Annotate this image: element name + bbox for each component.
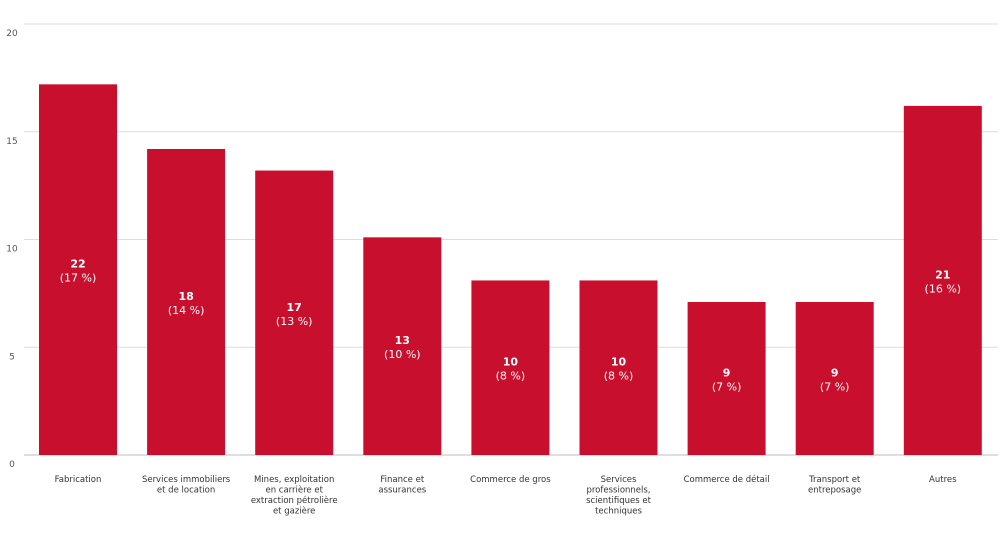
y-tick-label: 0 — [9, 460, 15, 470]
x-category-label: Services immobiliers et de location — [142, 475, 231, 496]
x-category-label: Mines, exploitation en carrière et extract… — [251, 475, 338, 517]
bar-value-label: 10 — [503, 356, 519, 369]
x-category-label: Commerce de gros — [470, 475, 551, 485]
bar-value-label: 18 — [178, 290, 193, 303]
bar-value-label: 17 — [287, 301, 302, 314]
bar-percent-label: (10 %) — [384, 348, 421, 361]
x-axis-categories: Fabrication Services immobiliers et de loc… — [55, 474, 957, 517]
bar-percent-label: (7 %) — [712, 380, 742, 393]
bar — [363, 237, 442, 455]
x-category-label: Services professionnels, scientifiques et t… — [586, 475, 652, 517]
x-category-label-line: Autres — [929, 475, 957, 485]
bar-percent-label: (17 %) — [60, 272, 97, 285]
x-category-label-line: en carrière et — [265, 485, 323, 496]
x-category-label-line: extraction pétrolière — [251, 495, 338, 506]
bars: 22(17 %)18(14 %) 17(13 %)13(10 %)10(8 %)1… — [39, 84, 982, 456]
bar — [255, 170, 334, 456]
x-category-label-line: Finance et — [380, 475, 424, 485]
bar-percent-label: (8 %) — [496, 370, 526, 383]
x-category-label-line: Services — [601, 475, 637, 485]
y-tick-label: 15 — [6, 137, 17, 147]
bar-percent-label: (13 %) — [276, 315, 313, 328]
bar-value-label: 9 — [831, 366, 839, 379]
y-tick-label: 5 — [9, 352, 15, 362]
bar — [147, 148, 226, 456]
y-axis-ticks: 0 5 10 15 20 — [6, 29, 18, 470]
x-category-label-line: Commerce de détail — [684, 474, 770, 485]
x-category-label: Transport et entreposage — [808, 475, 861, 496]
bar-percent-label: (8 %) — [604, 370, 634, 383]
x-category-label: Commerce de détail — [684, 474, 770, 485]
bar-value-label: 10 — [611, 356, 627, 369]
y-tick-label: 10 — [6, 245, 18, 255]
x-category-label-line: Mines, exploitation — [254, 475, 334, 485]
x-category-label: Autres — [929, 475, 957, 485]
bar — [795, 301, 874, 455]
bar-percent-label: (16 %) — [925, 282, 962, 295]
x-category-label-line: et gazière — [273, 506, 315, 517]
bar-percent-label: (14 %) — [168, 304, 205, 317]
x-category-label: Finance et assurances — [378, 475, 426, 496]
bar-value-label: 21 — [935, 268, 950, 281]
bar — [579, 280, 658, 455]
bar — [687, 301, 766, 455]
bar-percent-label: (7 %) — [820, 380, 850, 393]
x-category-label-line: et de location — [157, 486, 215, 496]
x-category-label-line: Services immobiliers — [142, 475, 231, 485]
x-category-label-line: techniques — [595, 507, 642, 517]
bar-value-label: 9 — [723, 366, 731, 379]
x-category-label-line: assurances — [378, 486, 426, 496]
x-category-label-line: Commerce de gros — [470, 475, 551, 485]
bar-value-label: 22 — [70, 258, 85, 271]
x-category-label-line: entreposage — [808, 486, 861, 496]
x-category-label-line: scientifiques et — [586, 496, 652, 506]
bar — [903, 105, 982, 455]
y-tick-label: 20 — [6, 29, 18, 39]
bar — [471, 280, 550, 455]
x-category-label-line: professionnels, — [586, 486, 650, 496]
x-category-label: Fabrication — [55, 475, 102, 485]
bar-value-label: 13 — [395, 334, 410, 347]
bar — [39, 84, 117, 455]
x-category-label-line: Fabrication — [55, 475, 102, 485]
x-category-label-line: Transport et — [808, 475, 861, 485]
